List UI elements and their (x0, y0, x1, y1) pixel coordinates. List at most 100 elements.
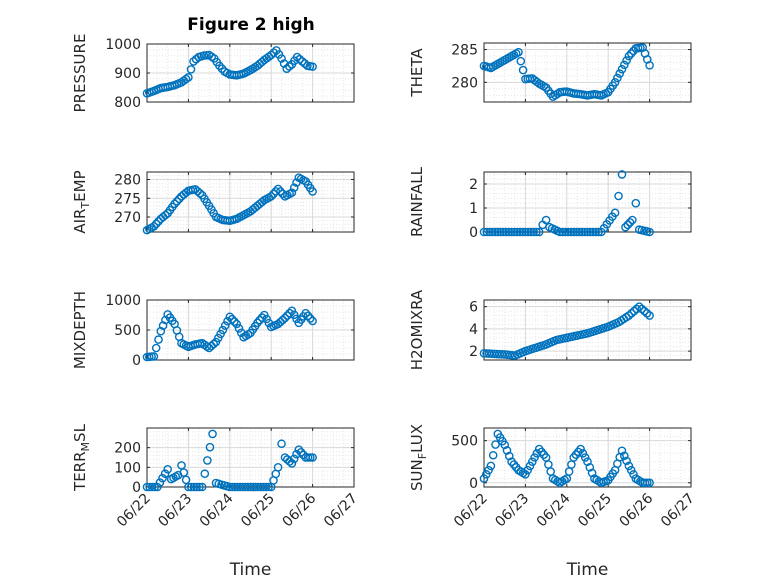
subplot-2-data-point (514, 47, 523, 57)
subplot-8-marker (484, 465, 493, 475)
subplot-6-marker (627, 309, 636, 318)
subplot-7-marker (192, 482, 201, 492)
subplot-2-marker (622, 56, 631, 65)
subplot-2-data-point (624, 51, 634, 61)
subplot-2-marker (620, 60, 629, 70)
subplot-8-marker (626, 465, 636, 475)
subplot-7-marker (160, 469, 170, 479)
subplot-2-ylabel: THETA (408, 48, 426, 98)
subplot-7-marker (264, 482, 273, 492)
subplot-3-marker (172, 197, 182, 206)
subplot-7-data-point (287, 459, 297, 468)
subplot-1-data-point (308, 62, 317, 71)
subplot-5-marker (278, 315, 288, 325)
subplot-2-data-point (610, 78, 620, 87)
subplot-7-xtick-label: 06/22 (114, 491, 154, 531)
subplot-4-data-point (583, 227, 592, 237)
subplot-7-ytick-label: 100 (114, 460, 141, 476)
subplot-4-marker (523, 227, 533, 237)
subplot-7-marker (150, 482, 160, 492)
subplot-4-marker (510, 227, 519, 237)
subplot-4-marker (504, 227, 514, 237)
subplot-3-ytick-label: 275 (114, 191, 141, 207)
subplot-7-marker (147, 482, 157, 492)
subplot-7-data-point (273, 463, 283, 472)
subplot-5-marker (151, 343, 161, 353)
subplot-5-marker (234, 324, 244, 333)
subplot-5-marker (285, 308, 294, 318)
subplot-3-ylabel: AIRTEMP (71, 170, 92, 233)
subplot-3-data-point (287, 188, 297, 197)
subplot-8-xtick-label: 06/25 (575, 491, 615, 531)
subplot-5-data-point (156, 326, 166, 336)
subplot-8-data-point (486, 461, 496, 471)
subplot-5-data-point (308, 316, 317, 326)
subplot-3-marker (154, 217, 163, 226)
subplot-6-ytick-label: 4 (469, 322, 478, 338)
subplot-8-data-point (528, 457, 537, 467)
subplot-4-marker (574, 227, 584, 237)
subplot-2-axes-box (483, 42, 692, 103)
subplot-4-marker (499, 227, 508, 237)
subplot-6-ylabel: H2OMIXRA (408, 289, 426, 370)
subplot-4-marker (563, 227, 573, 237)
subplot-6-marker (629, 306, 639, 316)
subplot-6-axes-box (483, 299, 692, 361)
subplot-8-marker (620, 451, 629, 461)
subplot-5-marker (158, 321, 168, 330)
subplot-5-marker (154, 335, 163, 344)
subplot-2-ytick-label: 285 (451, 43, 478, 59)
subplot-6-ytick-label: 2 (469, 344, 478, 360)
subplot-4-axes-box (483, 171, 692, 233)
subplot-4-marker (585, 227, 595, 237)
subplot-2-data-point (645, 60, 654, 70)
subplot-8-data-point (479, 474, 489, 483)
subplot-4-data-point (541, 215, 551, 225)
subplot-5-marker (227, 314, 237, 324)
subplot-4-data-point (621, 222, 630, 232)
subplot-5-marker (220, 321, 230, 330)
subplot-4-marker (526, 227, 536, 237)
subplot-5-data-point (280, 313, 290, 323)
subplot-7-data-point (184, 482, 193, 492)
subplot-5-data-point (253, 318, 262, 328)
subplot-2-marker (516, 56, 526, 66)
subplot-8-marker (580, 453, 590, 462)
subplot-8-data-point (583, 457, 592, 467)
subplot-7-xtick-label: 06/26 (280, 490, 320, 530)
subplot-6-ytick-label: 6 (469, 300, 478, 316)
subplot-3-marker (161, 210, 170, 220)
subplot-5-data-point (218, 325, 228, 335)
subplot-4-ylabel: RAINFALL (408, 166, 426, 237)
subplot-4-data-point (631, 198, 641, 208)
subplot-2-marker (626, 49, 636, 58)
subplot-8-marker (578, 448, 588, 458)
figure-title: Figure 2 high (187, 15, 315, 35)
subplot-1-data-point (277, 54, 286, 63)
subplot-1-data-point (184, 73, 193, 82)
subplot-3-marker (151, 219, 161, 229)
subplot-4-ytick-label: 1 (469, 201, 478, 217)
subplot-8-marker (629, 470, 638, 479)
subplot-6-data-point (645, 311, 654, 320)
subplot-3-marker (276, 187, 285, 196)
subplot-7-marker (155, 478, 165, 487)
subplot-8-data-point (521, 470, 530, 479)
subplot-7-xtick-label: 06/27 (321, 491, 361, 531)
subplot-4-marker (487, 227, 497, 237)
subplot-7-ytick-label: 0 (132, 480, 141, 496)
subplot-4-data-point (569, 227, 579, 237)
subplot-8-marker (502, 446, 512, 455)
subplot-2-marker (518, 65, 528, 75)
subplot-1-data-point (189, 57, 198, 66)
subplot-4-marker (566, 227, 576, 237)
subplot-4-ytick-label: 0 (469, 225, 478, 241)
subplot-6-data-point (634, 302, 644, 311)
subplot-7-marker (189, 482, 199, 492)
subplot-3-data-point (273, 184, 283, 194)
subplot-1-data-point (292, 52, 302, 62)
subplot-7-data-point (308, 453, 317, 462)
subplot-7-marker (186, 482, 196, 492)
subplot-8-xtick-label: 06/27 (658, 491, 698, 531)
subplot-8-ytick-label: 0 (469, 476, 478, 492)
